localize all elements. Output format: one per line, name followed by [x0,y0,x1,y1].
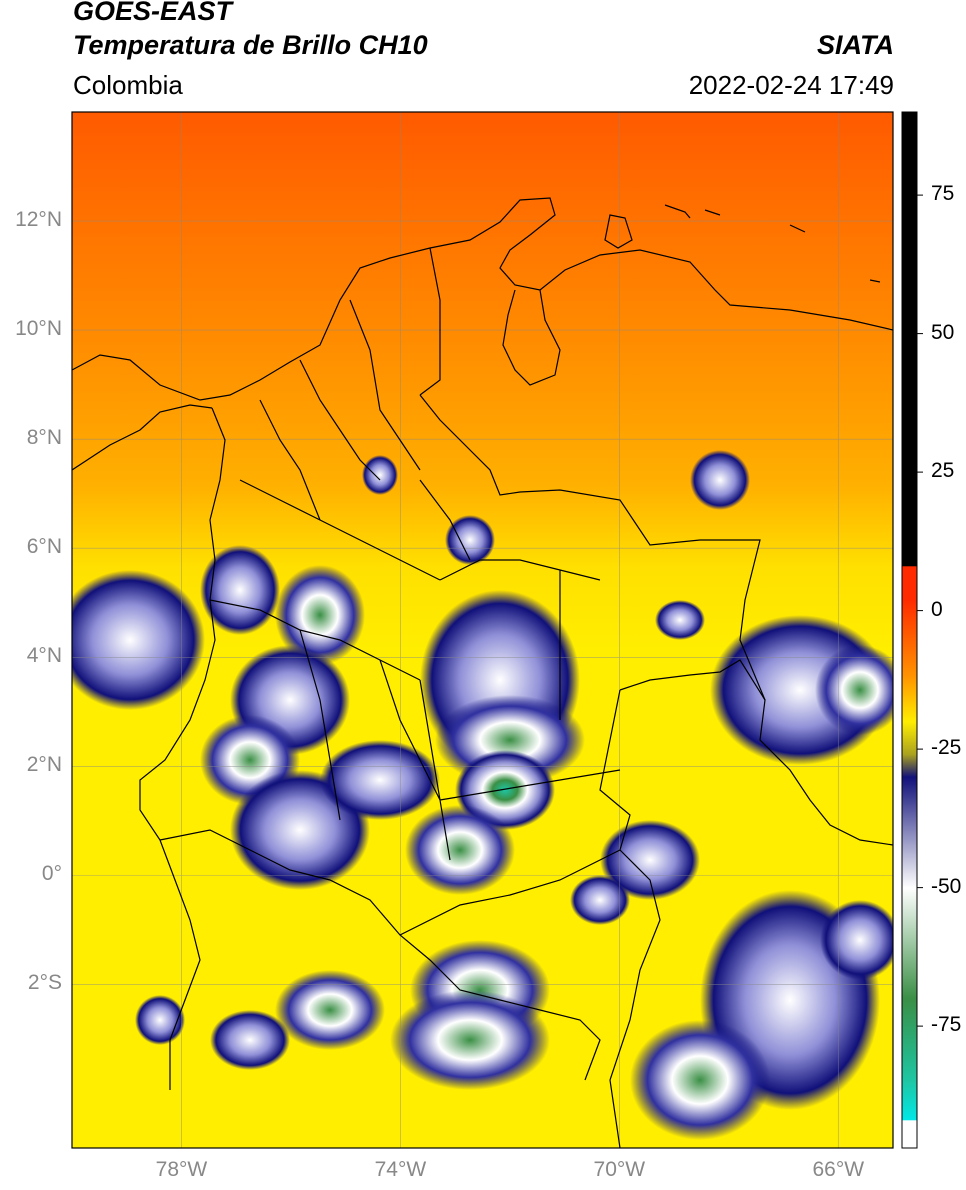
cloud-cell [72,570,205,710]
cloud-layer [72,450,893,1140]
colorbar-tick-label: -75 [931,1013,962,1037]
cloud-cell [690,450,750,510]
cloud-cell [320,740,440,820]
coastline-caribbean [72,197,893,401]
lat-label: 0° [41,862,62,886]
border-ecuador [159,829,601,1081]
colorbar-segment [902,677,917,722]
colorbar-tick-label: 25 [931,459,955,483]
cloud-cell [362,455,398,495]
colorbar-segment [902,887,917,999]
border-peru [399,849,621,936]
cloud-cell [405,805,515,895]
lat-label: 2°S [27,971,62,995]
islands [604,204,881,283]
region-label: Colombia [73,70,183,100]
coastline-pacific [139,407,226,1090]
colorbar [902,112,923,1149]
lat-label: 8°N [26,426,62,450]
colorbar-segment [902,1120,917,1149]
cloud-cell [445,515,495,565]
dept-borders [209,299,621,861]
borders [72,197,893,1148]
cloud-cell [630,1020,770,1140]
border-venezuela [419,394,893,846]
colorbar-tick-label: 0 [931,597,943,621]
colorbar-segment [902,1081,917,1121]
lat-label: 2°N [26,753,62,777]
border-venezuela-north [419,247,441,396]
lon-label: 66°W [812,1158,865,1181]
lon-label: 74°W [374,1158,427,1181]
colorbar-tick-label: -50 [931,874,962,898]
lat-label: 10°N [15,317,62,341]
cloud-cell [200,545,280,635]
cloud-cell [600,820,700,900]
colorbar-segment [902,566,917,601]
lon-label: 78°W [155,1158,208,1181]
lon-label: 70°W [593,1158,646,1181]
colorbar-tick-label: -25 [931,736,962,760]
colorbar-segment [902,998,917,1083]
lat-label: 12°N [15,208,62,232]
graticule [72,112,893,1148]
cloud-cell [210,1010,290,1070]
colorbar-tick-label: 75 [931,182,955,206]
lat-label: 6°N [26,535,62,559]
border-panama [72,404,213,471]
cloud-cell [275,970,385,1050]
colorbar-segment [902,721,917,756]
cloud-cell [655,600,705,640]
colorbar-segment [902,776,917,889]
lat-label: 4°N [26,644,62,668]
title-product: Temperatura de Brillo CH10 [73,30,428,60]
cloud-cell [390,990,550,1090]
colorbar-segment [902,599,917,678]
brand-label: SIATA [817,30,894,60]
title-satellite: GOES-EAST [73,0,233,26]
map-frame [71,111,894,1149]
colorbar-frame [901,111,918,1149]
colorbar-segment [902,112,917,567]
cloud-cell [820,900,893,980]
colorbar-tick-label: 50 [931,320,955,344]
cloud-cell [815,645,893,735]
timestamp-label: 2022-02-24 17:49 [688,70,894,100]
lake-maracaibo [502,289,561,386]
cloud-cell [570,875,630,925]
colorbar-segment [902,754,917,778]
cloud-cell [275,565,365,665]
